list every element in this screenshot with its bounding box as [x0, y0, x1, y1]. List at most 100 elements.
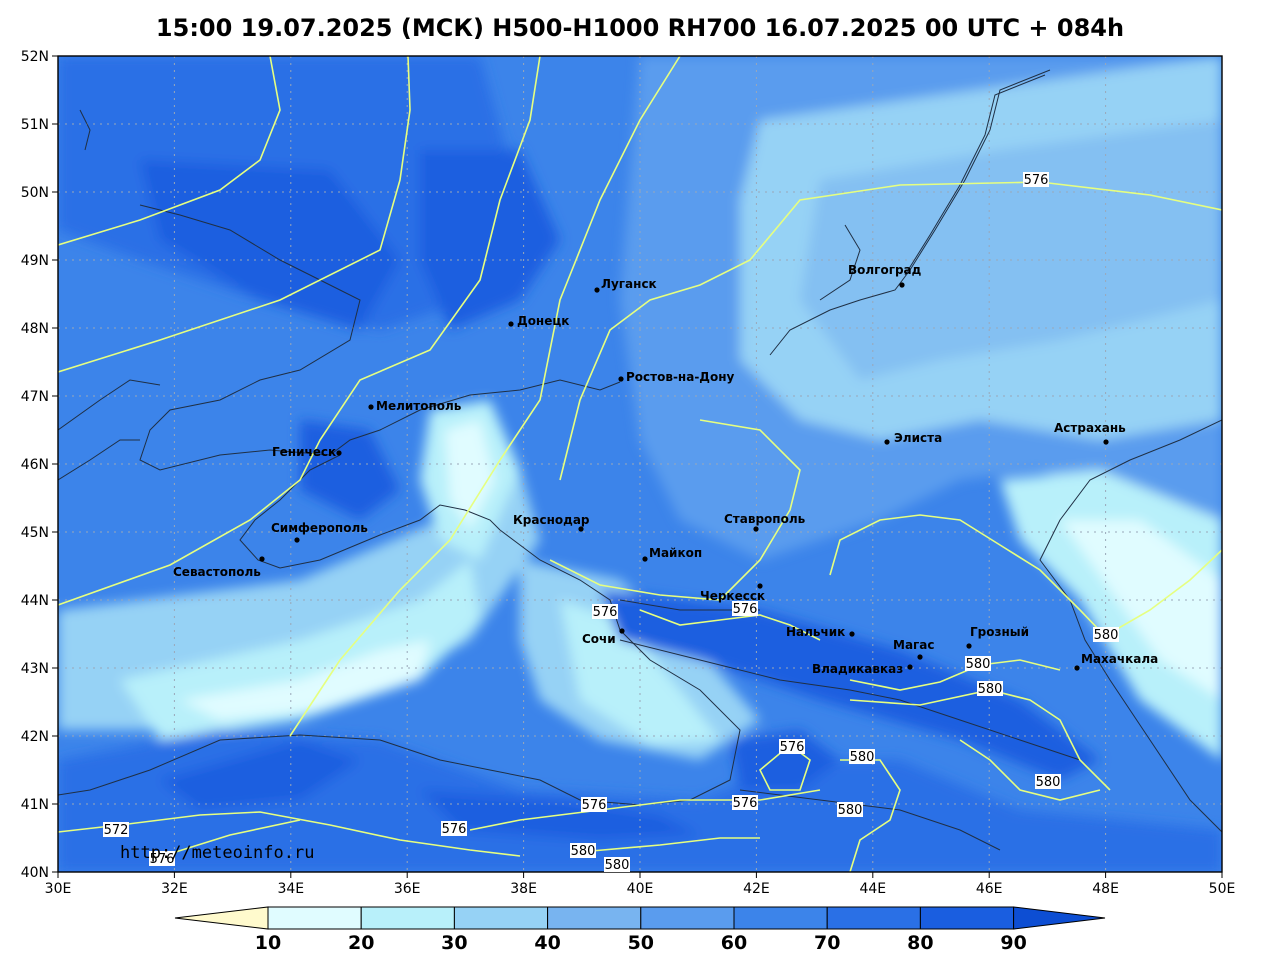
city-label: Магас	[893, 638, 935, 652]
contour-label: 580	[977, 681, 1003, 697]
city-dot	[884, 439, 890, 445]
lat-tick-label: 48N	[21, 321, 49, 337]
city-label: Ростов-на-Дону	[626, 370, 735, 384]
contour-label: 576	[779, 739, 805, 755]
city-label: Геническ	[272, 445, 336, 459]
colorbar-segment	[453, 906, 549, 930]
city-dot	[294, 537, 300, 543]
lat-tick-label: 45N	[21, 525, 49, 541]
svg-text:580: 580	[978, 682, 1003, 697]
watermark-url: http://meteoinfo.ru	[120, 843, 314, 863]
contour-label: 580	[837, 802, 863, 818]
lat-tick-label: 49N	[21, 253, 49, 269]
city-label: Мелитополь	[376, 399, 462, 413]
contour-label: 580	[965, 656, 991, 672]
svg-text:580: 580	[966, 657, 991, 672]
lon-tick-label: 50E	[1209, 881, 1236, 897]
svg-text:580: 580	[850, 750, 875, 765]
city-dot	[578, 526, 584, 532]
lon-tick-label: 42E	[743, 881, 770, 897]
svg-text:576: 576	[582, 798, 607, 813]
city-dot	[907, 664, 913, 670]
colorbar-segment	[919, 906, 1015, 930]
city-dot	[642, 556, 648, 562]
contour-label: 580	[849, 749, 875, 765]
lat-tick-label: 42N	[21, 729, 49, 745]
colorbar-segment	[267, 906, 362, 930]
contour-label: 580	[604, 857, 630, 873]
city-label: Симферополь	[271, 521, 368, 535]
thickness-contours	[58, 56, 1222, 872]
contour-label: 580	[1093, 627, 1119, 643]
lat-tick-label: 43N	[21, 661, 49, 677]
lon-tick-label: 46E	[976, 881, 1003, 897]
contour-label: 576	[592, 604, 618, 620]
svg-text:576: 576	[733, 602, 758, 617]
contour-label: 576	[149, 851, 175, 867]
lon-tick-label: 48E	[1092, 881, 1119, 897]
graticule	[58, 56, 1222, 872]
lat-tick-label: 44N	[21, 593, 49, 609]
svg-text:580: 580	[1094, 628, 1119, 643]
city-label: Сочи	[582, 632, 616, 646]
svg-text:580: 580	[1036, 775, 1061, 790]
lon-tick-label: 44E	[859, 881, 886, 897]
colorbar-tick-label: 70	[814, 932, 840, 954]
svg-text:576: 576	[733, 796, 758, 811]
city-dot	[1103, 439, 1109, 445]
city-dot	[619, 628, 625, 634]
city-dot	[508, 321, 514, 327]
city-dot	[368, 404, 374, 410]
city-dot	[1074, 665, 1080, 671]
city-dot	[917, 654, 923, 660]
city-dot	[594, 287, 600, 293]
city-label: Владикавказ	[812, 662, 903, 676]
colorbar-segment	[547, 906, 642, 930]
colorbar-tick-label: 60	[721, 932, 747, 954]
svg-text:572: 572	[104, 823, 129, 838]
city-label: Элиста	[894, 431, 942, 445]
contour-label: 576	[581, 797, 607, 813]
colorbar-tick-label: 30	[441, 932, 467, 954]
city-label: Астрахань	[1054, 421, 1126, 435]
city-label: Грозный	[970, 625, 1029, 639]
city-label: Махачкала	[1081, 652, 1158, 666]
colorbar-segment	[733, 906, 828, 930]
colorbar-tick-label: 90	[1000, 932, 1026, 954]
contour-labels: 576 576 576 580 580 580 576 580 580 576 580 572 576 5…	[103, 172, 1119, 873]
colorbar-tick-label: 20	[348, 932, 374, 954]
lon-tick-label: 30E	[45, 881, 72, 897]
lon-tick-label: 32E	[161, 881, 188, 897]
colorbar-segment	[826, 906, 921, 930]
city-dot	[966, 643, 972, 649]
city-label: Краснодар	[513, 513, 590, 527]
colorbar-tick-label: 80	[907, 932, 933, 954]
lon-tick-label: 36E	[394, 881, 421, 897]
contour-label: 576	[441, 821, 467, 837]
city-dot	[849, 631, 855, 637]
lat-tick-label: 52N	[21, 49, 49, 65]
lat-tick-label: 47N	[21, 389, 49, 405]
svg-text:576: 576	[442, 822, 467, 837]
city-dot	[753, 526, 759, 532]
lat-tick-label: 51N	[21, 117, 49, 133]
svg-text:580: 580	[838, 803, 863, 818]
contour-label: 580	[1035, 774, 1061, 790]
colorbar: 10 20 30 40 50 60 70 80 90	[174, 906, 1106, 954]
city-label: Севастополь	[173, 565, 261, 579]
colorbar-tick-label: 40	[534, 932, 560, 954]
colorbar-segment	[360, 906, 455, 930]
lat-tick-label: 41N	[21, 797, 49, 813]
city-label: Нальчик	[786, 625, 845, 639]
humidity-field	[58, 56, 1222, 872]
city-label: Донецк	[517, 314, 569, 328]
colorbar-over-arrow	[1013, 906, 1106, 930]
contour-label: 580	[570, 843, 596, 859]
colorbar-under-arrow	[174, 906, 269, 930]
svg-text:580: 580	[605, 858, 630, 873]
map-title: 15:00 19.07.2025 (МСК) H500-H1000 RH700 …	[156, 14, 1124, 42]
svg-text:576: 576	[780, 740, 805, 755]
svg-text:576: 576	[1024, 173, 1049, 188]
city-label: Волгоград	[848, 263, 922, 277]
contour-label: 576	[732, 795, 758, 811]
